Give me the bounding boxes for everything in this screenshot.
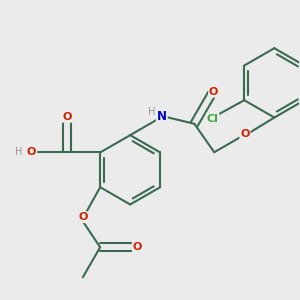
Text: Cl: Cl <box>207 113 218 124</box>
Text: H: H <box>15 148 23 158</box>
Text: N: N <box>157 110 167 123</box>
Text: O: O <box>133 242 142 252</box>
Text: O: O <box>240 129 250 139</box>
Text: O: O <box>209 87 218 97</box>
Text: H: H <box>148 107 156 117</box>
Text: O: O <box>27 148 36 158</box>
Text: O: O <box>62 112 72 122</box>
Text: O: O <box>78 212 88 222</box>
